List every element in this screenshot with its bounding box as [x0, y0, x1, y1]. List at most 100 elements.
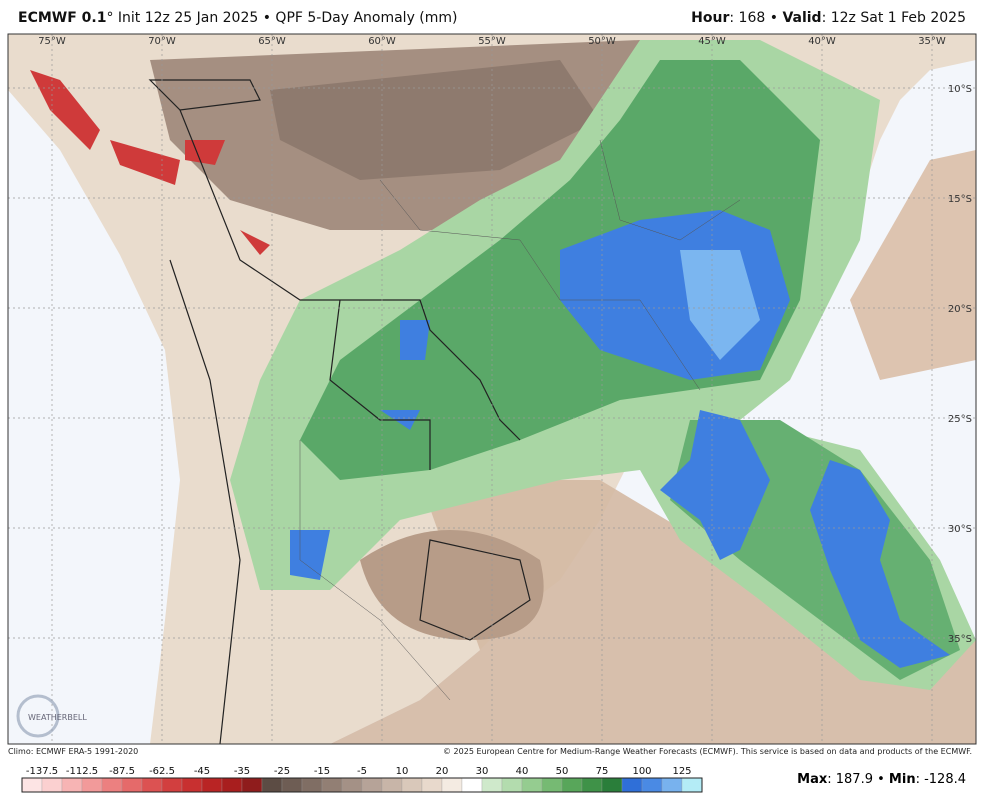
colorbar-label: -137.5 — [26, 766, 58, 777]
lon-label: 60°W — [368, 36, 396, 47]
colorbar-swatch — [81, 777, 103, 793]
colorbar-swatch — [181, 777, 203, 793]
climo-note: Climo: ECMWF ERA-5 1991-2020 — [8, 747, 139, 756]
colorbar-swatch — [201, 777, 223, 793]
colorbar-label: -35 — [234, 766, 250, 777]
colorbar-label: 125 — [672, 766, 691, 777]
colorbar-label: 50 — [556, 766, 569, 777]
valid-value: : 12z Sat 1 Feb 2025 — [821, 10, 966, 26]
max-value: : 187.9 • — [827, 772, 889, 787]
colorbar-swatch — [501, 777, 523, 793]
dry-anomaly — [360, 530, 544, 640]
colorbar-swatch — [141, 777, 163, 793]
header-desc: ° Init 12z 25 Jan 2025 • QPF 5-Day Anoma… — [106, 10, 458, 26]
colorbar-frame — [21, 777, 703, 793]
colorbar-swatch — [121, 777, 143, 793]
colorbar: -137.5 -112.5 -87.5 -62.5 -45 -35 -25 -15 -5 10 20… — [21, 766, 703, 793]
colorbar-swatch — [281, 777, 303, 793]
border — [419, 539, 531, 641]
state-line — [379, 179, 701, 391]
colorbar-label: -87.5 — [109, 766, 135, 777]
map-field — [8, 34, 976, 744]
min-label: Min — [888, 772, 916, 787]
lat-label: 30°S — [948, 524, 972, 535]
max-label: Max — [797, 772, 828, 787]
colorbar-swatch — [381, 777, 403, 793]
colorbar-swatch — [321, 777, 343, 793]
hour-label: Hour — [691, 10, 730, 26]
colorbar-swatch — [101, 777, 123, 793]
colorbar-label: 20 — [436, 766, 449, 777]
colorbar-label: -112.5 — [66, 766, 98, 777]
lat-label: 25°S — [948, 414, 972, 425]
wet-anomaly — [660, 410, 770, 560]
colorbar-swatch — [601, 777, 623, 793]
colorbar-swatch — [361, 777, 383, 793]
colorbar-swatch — [461, 777, 483, 793]
lat-labels: 10°S 15°S 20°S 25°S 30°S 35°S — [948, 84, 972, 645]
logo-text: WEATHERBELL — [28, 713, 87, 722]
lon-label: 40°W — [808, 36, 836, 47]
colorbar-swatch — [661, 777, 683, 793]
wet-anomaly — [810, 460, 950, 668]
header-left: ECMWF 0.1° Init 12z 25 Jan 2025 • QPF 5-… — [18, 10, 458, 26]
wet-anomaly — [290, 320, 430, 580]
state-lines — [299, 139, 741, 701]
colorbar-label: 40 — [516, 766, 529, 777]
logo: WEATHERBELL — [16, 694, 87, 738]
colorbar-label: -62.5 — [149, 766, 175, 777]
lon-label: 65°W — [258, 36, 286, 47]
colorbar-swatch — [41, 777, 63, 793]
colorbar-label: -5 — [357, 766, 367, 777]
colorbar-swatch — [441, 777, 463, 793]
colorbar-swatch — [221, 777, 243, 793]
colorbar-label: 75 — [596, 766, 609, 777]
model-name: ECMWF 0.1 — [18, 10, 107, 26]
state-line — [599, 139, 741, 241]
border — [329, 299, 431, 470]
colorbar-swatch — [621, 777, 643, 793]
dry-extreme — [30, 70, 270, 255]
lat-label: 35°S — [948, 634, 972, 645]
colorbar-swatch — [261, 777, 283, 793]
colorbar-swatch — [301, 777, 323, 793]
colorbar-swatch — [421, 777, 443, 793]
colorbar-swatch — [521, 777, 543, 793]
min-value: : -128.4 — [915, 772, 966, 787]
logo-swirl — [16, 694, 60, 738]
dry-anomaly — [850, 150, 976, 380]
lat-label: 15°S — [948, 194, 972, 205]
map-frame — [7, 33, 977, 745]
colorbar-swatch — [561, 777, 583, 793]
colorbar-swatch — [581, 777, 603, 793]
colorbar-label: -45 — [194, 766, 210, 777]
lon-label: 55°W — [478, 36, 506, 47]
lat-label: 10°S — [948, 84, 972, 95]
max-min: Max: 187.9 • Min: -128.4 — [797, 772, 966, 787]
wet-anomaly — [680, 250, 760, 360]
borders — [148, 79, 531, 744]
state-line — [299, 440, 451, 701]
lon-label: 35°W — [918, 36, 946, 47]
copyright: © 2025 European Centre for Medium-Range … — [443, 747, 972, 756]
colorbar-label: -15 — [314, 766, 330, 777]
colorbar-swatch — [641, 777, 663, 793]
graticule — [8, 34, 976, 744]
hour-value: : 168 • — [729, 10, 783, 26]
colorbar-swatch — [681, 777, 703, 793]
valid-label: Valid — [782, 10, 822, 26]
colorbar-swatch — [341, 777, 363, 793]
dry-anomaly — [270, 60, 600, 180]
border — [179, 109, 521, 441]
colorbar-label: -25 — [274, 766, 290, 777]
lat-label: 20°S — [948, 304, 972, 315]
lon-labels: 75°W 70°W 65°W 60°W 55°W 50°W 45°W 40°W 35°W — [38, 36, 946, 47]
lon-label: 70°W — [148, 36, 176, 47]
colorbar-swatch — [241, 777, 263, 793]
colorbar-swatch — [541, 777, 563, 793]
colorbar-swatch — [61, 777, 83, 793]
border — [169, 259, 241, 744]
lon-label: 75°W — [38, 36, 66, 47]
